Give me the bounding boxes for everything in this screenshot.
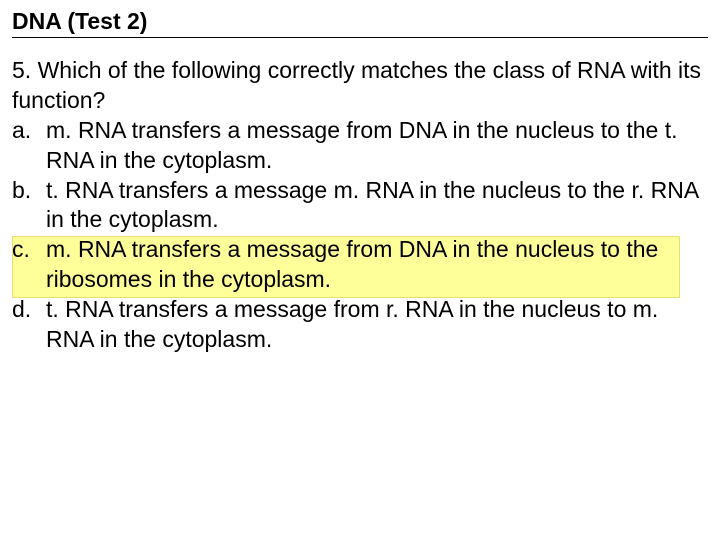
option-b: b. t. RNA transfers a message m. RNA in …	[12, 176, 708, 236]
option-text: t. RNA transfers a message m. RNA in the…	[46, 176, 708, 236]
question-text: Which of the following correctly matches…	[12, 57, 701, 113]
option-c: c. m. RNA transfers a message from DNA i…	[12, 235, 708, 295]
option-text: t. RNA transfers a message from r. RNA i…	[46, 295, 708, 355]
option-d: d. t. RNA transfers a message from r. RN…	[12, 295, 708, 355]
question-number: 5.	[12, 57, 31, 83]
option-text: m. RNA transfers a message from DNA in t…	[46, 116, 708, 176]
page-title: DNA (Test 2)	[12, 8, 708, 38]
question-line: 5. Which of the following correctly matc…	[12, 56, 708, 116]
content-area: 5. Which of the following correctly matc…	[12, 56, 708, 355]
option-letter: d.	[12, 295, 46, 355]
option-letter: b.	[12, 176, 46, 236]
option-text: m. RNA transfers a message from DNA in t…	[46, 235, 708, 295]
option-a: a. m. RNA transfers a message from DNA i…	[12, 116, 708, 176]
option-letter: c.	[12, 235, 46, 295]
option-list: a. m. RNA transfers a message from DNA i…	[12, 116, 708, 355]
question-block: 5. Which of the following correctly matc…	[12, 56, 708, 355]
option-letter: a.	[12, 116, 46, 176]
